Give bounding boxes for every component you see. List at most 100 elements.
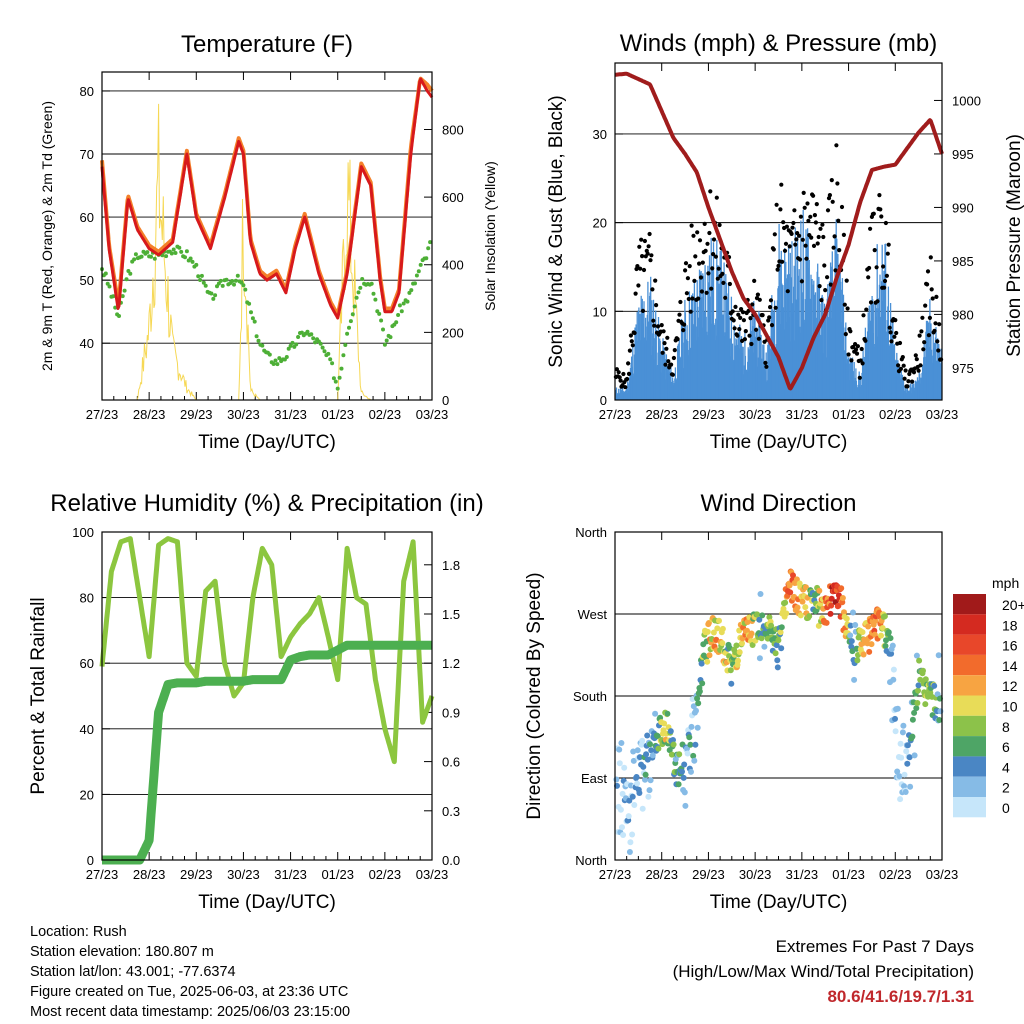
gust-point bbox=[897, 340, 903, 346]
plot-border bbox=[614, 531, 943, 861]
y-tick-label: North bbox=[575, 525, 607, 540]
direction-point bbox=[688, 768, 694, 775]
gust-point bbox=[913, 353, 918, 358]
gust-point bbox=[669, 362, 674, 367]
direction-point bbox=[897, 796, 904, 803]
dewpoint-point bbox=[132, 257, 137, 262]
x-tick-label: 29/23 bbox=[180, 867, 213, 882]
dewpoint-point bbox=[203, 283, 208, 288]
gust-point bbox=[703, 248, 708, 253]
gust-point bbox=[682, 322, 687, 327]
gust-point bbox=[780, 259, 785, 264]
gust-point bbox=[677, 312, 682, 317]
x-tick-label: 31/23 bbox=[274, 867, 307, 882]
direction-point bbox=[758, 635, 765, 642]
gust-point bbox=[855, 344, 861, 349]
direction-point bbox=[922, 701, 929, 708]
direction-point bbox=[744, 619, 751, 625]
dewpoint-point bbox=[198, 278, 203, 282]
gust-point bbox=[889, 339, 894, 344]
gust-point bbox=[903, 368, 908, 373]
dewpoint-point bbox=[341, 353, 346, 358]
legend-label: 0 bbox=[1002, 800, 1010, 816]
gust-point bbox=[785, 289, 790, 294]
gust-point bbox=[883, 220, 889, 226]
direction-point bbox=[681, 789, 688, 796]
direction-point bbox=[629, 793, 636, 800]
gust-point bbox=[695, 230, 700, 235]
gust-point bbox=[864, 307, 869, 312]
gust-point bbox=[633, 291, 638, 296]
created-text: Figure created on Tue, 2025-06-03, at 23… bbox=[30, 984, 349, 1000]
gust-point bbox=[629, 339, 634, 344]
gust-point bbox=[893, 318, 898, 323]
dewpoint-point bbox=[397, 303, 402, 308]
gust-point bbox=[709, 286, 714, 291]
direction-point bbox=[667, 728, 674, 735]
direction-point bbox=[689, 696, 696, 702]
direction-point bbox=[894, 705, 901, 712]
gust-point bbox=[774, 202, 779, 207]
direction-point bbox=[647, 741, 653, 748]
y-tick-label: 60 bbox=[80, 656, 94, 671]
legend-label: 8 bbox=[1002, 719, 1010, 735]
latlon-text: Station lat/lon: 43.001; -77.6374 bbox=[30, 964, 236, 980]
direction-point bbox=[704, 628, 711, 635]
gust-point bbox=[670, 372, 676, 377]
gust-point bbox=[659, 323, 664, 328]
gust-point bbox=[702, 221, 707, 226]
direction-point bbox=[739, 640, 745, 647]
gust-point bbox=[797, 257, 803, 262]
gust-point bbox=[687, 264, 692, 269]
rh-line bbox=[99, 536, 435, 765]
gust-point bbox=[845, 306, 850, 311]
y-right-tick-label: 0.0 bbox=[442, 853, 460, 868]
panel-title: Winds (mph) & Pressure (mb) bbox=[620, 30, 937, 57]
direction-point bbox=[848, 638, 855, 645]
x-tick-label: 31/23 bbox=[786, 867, 819, 882]
x-tick-label: 28/23 bbox=[645, 867, 678, 882]
gust-point bbox=[882, 278, 888, 284]
direction-point bbox=[843, 615, 850, 622]
direction-point bbox=[883, 637, 889, 644]
dewpoint-point bbox=[171, 247, 176, 252]
dewpoint-point bbox=[322, 349, 327, 354]
gust-point bbox=[689, 223, 694, 228]
direction-point bbox=[907, 783, 914, 790]
dewpoint-point bbox=[164, 254, 169, 259]
gust-point bbox=[750, 302, 755, 307]
direction-point bbox=[881, 613, 888, 620]
gust-point bbox=[672, 348, 677, 353]
y-right-tick-label: 1.2 bbox=[442, 656, 460, 671]
temp-2m-line bbox=[100, 77, 434, 320]
dewpoint-point bbox=[179, 249, 184, 254]
direction-point bbox=[756, 655, 763, 662]
timestamp-text: Most recent data timestamp: 2025/06/03 2… bbox=[30, 1004, 351, 1020]
direction-point bbox=[774, 664, 781, 671]
direction-point bbox=[727, 667, 734, 674]
gust-point bbox=[688, 309, 693, 314]
dewpoint-point bbox=[273, 358, 278, 363]
direction-point bbox=[661, 720, 668, 727]
direction-point bbox=[639, 805, 646, 812]
direction-point bbox=[688, 723, 695, 730]
gust-point bbox=[829, 178, 834, 183]
gust-point bbox=[699, 289, 705, 294]
direction-point bbox=[816, 587, 823, 594]
direction-point bbox=[911, 709, 918, 716]
direction-point bbox=[684, 750, 691, 757]
gust-point bbox=[642, 238, 648, 244]
dewpoint-point bbox=[211, 296, 216, 301]
gust-point bbox=[763, 360, 768, 365]
direction-point bbox=[787, 589, 794, 596]
x-tick-label: 02/23 bbox=[369, 867, 402, 882]
dewpoint-point bbox=[360, 277, 365, 281]
direction-point bbox=[719, 625, 726, 632]
direction-point bbox=[735, 657, 741, 664]
y-right-tick-label: 980 bbox=[952, 307, 974, 322]
x-tick-label: 29/23 bbox=[180, 407, 213, 422]
gust-point bbox=[732, 326, 737, 331]
gust-point bbox=[849, 358, 854, 363]
dewpoint-point bbox=[275, 362, 280, 367]
